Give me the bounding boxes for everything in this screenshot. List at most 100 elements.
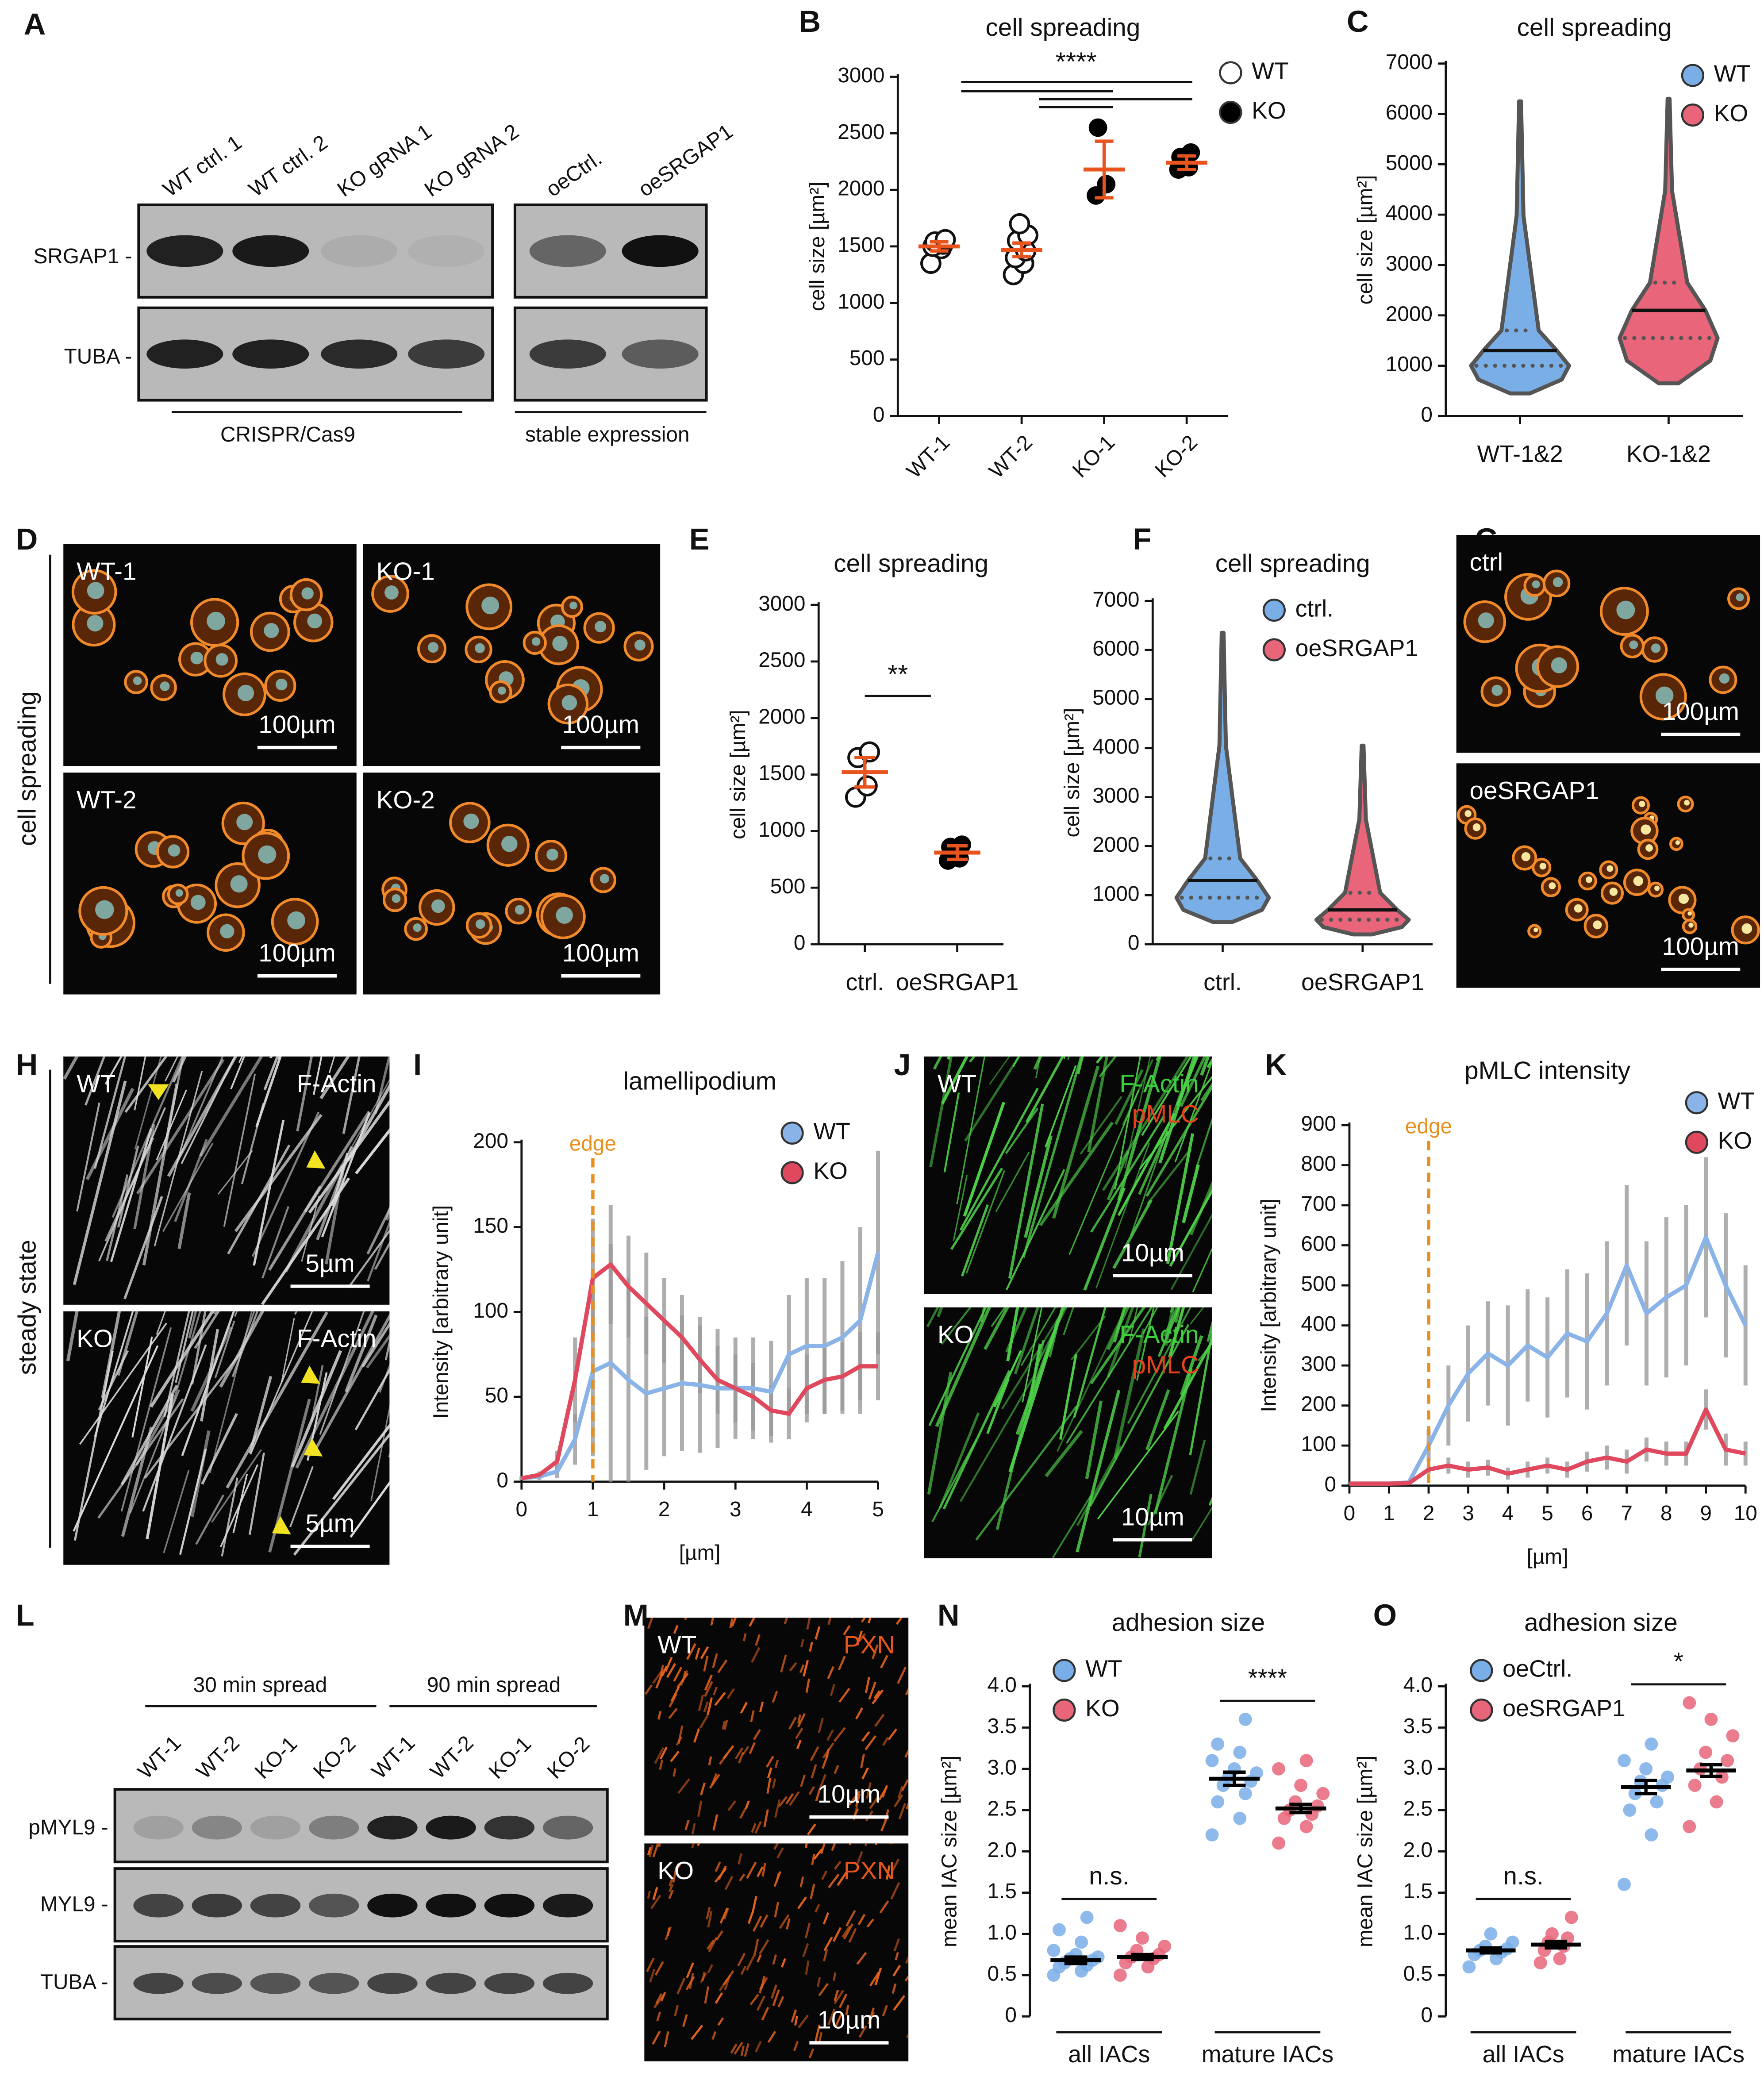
fiber xyxy=(771,1984,777,1999)
fiber xyxy=(66,1311,79,1361)
fiber xyxy=(1192,1247,1212,1293)
fiber xyxy=(865,1735,877,1750)
fiber xyxy=(869,1971,880,1987)
data-point xyxy=(1650,1795,1664,1809)
band xyxy=(484,1815,535,1840)
data-point xyxy=(1294,1779,1308,1792)
fiber xyxy=(711,1773,718,1786)
fiber xyxy=(1083,1187,1126,1291)
data-point xyxy=(1683,1696,1696,1710)
y-tick-label: 400 xyxy=(1301,1312,1336,1336)
y-tick-label: 100 xyxy=(473,1299,508,1322)
fiber xyxy=(750,1618,752,1619)
arrowhead xyxy=(272,1516,291,1534)
nucleus xyxy=(1645,844,1653,852)
band xyxy=(321,235,398,267)
fiber xyxy=(194,1311,220,1349)
data-point xyxy=(1047,1944,1061,1957)
x-tick-label: 0 xyxy=(1344,1502,1356,1525)
fiber xyxy=(1020,1307,1057,1366)
fiber xyxy=(823,1949,828,1961)
fiber xyxy=(722,1721,726,1730)
fiber xyxy=(1117,1056,1162,1201)
x-tick-label: 4 xyxy=(1502,1502,1514,1525)
data-point xyxy=(1710,1795,1723,1809)
nucleus xyxy=(1675,840,1680,845)
fiber xyxy=(804,1922,811,1939)
arrowhead xyxy=(306,1150,326,1169)
fiber xyxy=(162,1142,214,1232)
data-point xyxy=(1661,1770,1675,1784)
lane-label: WT ctrl. 1 xyxy=(159,131,246,201)
fiber xyxy=(809,1642,813,1652)
fiber xyxy=(313,1056,323,1095)
fiber xyxy=(849,1843,852,1845)
fiber xyxy=(664,2031,669,2048)
micrograph xyxy=(363,544,661,766)
fiber xyxy=(1207,1320,1212,1342)
fiber xyxy=(1080,1096,1122,1155)
fiber xyxy=(1114,1069,1144,1125)
data-point xyxy=(1506,1935,1519,1949)
scale-label: 100µm xyxy=(1662,933,1739,961)
y-tick-label: 4.0 xyxy=(988,1673,1017,1697)
fiber xyxy=(319,1056,350,1100)
band xyxy=(426,1972,476,1994)
fiber xyxy=(947,1056,951,1060)
y-tick-label: 3000 xyxy=(1386,252,1433,276)
data-point xyxy=(1683,1820,1696,1834)
fiber xyxy=(223,1073,256,1227)
fiber xyxy=(857,1914,866,1926)
group-label: 30 min spread xyxy=(193,1673,327,1697)
fiber xyxy=(226,1311,328,1489)
annotation: **** xyxy=(1056,46,1097,76)
legend-swatch xyxy=(780,1121,804,1145)
nucleus xyxy=(1533,927,1538,932)
fiber xyxy=(1200,1082,1212,1101)
fiber xyxy=(893,1938,900,1952)
band xyxy=(133,1815,184,1840)
nucleus xyxy=(501,835,518,852)
chart-title: cell spreading xyxy=(1517,14,1672,42)
fiber xyxy=(76,1102,100,1212)
y-tick-label: 1000 xyxy=(758,818,805,842)
image-label: WT-2 xyxy=(77,786,136,814)
band xyxy=(250,1815,301,1840)
lane-label: KO-2 xyxy=(309,1732,360,1784)
image-label: ctrl xyxy=(1470,549,1503,577)
fiber xyxy=(704,1674,713,1691)
fiber xyxy=(772,1954,777,1965)
fiber xyxy=(818,1718,824,1733)
fiber xyxy=(891,1858,900,1872)
stain-label: F-Actin xyxy=(1119,1070,1199,1098)
fiber xyxy=(704,1986,710,2004)
fiber xyxy=(98,1107,166,1261)
fiber xyxy=(749,1618,756,1627)
y-tick-label: 1500 xyxy=(758,761,805,785)
fiber xyxy=(1157,1307,1180,1357)
fiber xyxy=(1174,1059,1212,1162)
band xyxy=(321,339,398,369)
panel-letter: L xyxy=(16,1598,35,1632)
y-tick-label: 2000 xyxy=(838,177,884,200)
image-label: KO xyxy=(657,1857,694,1885)
fiber xyxy=(780,1654,787,1673)
fiber xyxy=(872,1689,884,1704)
fiber xyxy=(929,1056,953,1168)
legend-label: oeSRGAP1 xyxy=(1295,635,1418,661)
fiber xyxy=(1130,1091,1182,1237)
band xyxy=(309,1972,359,1994)
fiber xyxy=(888,1728,897,1741)
fiber xyxy=(668,1707,678,1719)
nucleus xyxy=(1654,885,1660,891)
fiber xyxy=(665,1657,673,1672)
fiber xyxy=(758,1984,764,1994)
scale-label: 100µm xyxy=(258,711,335,739)
legend-label: ctrl. xyxy=(1295,595,1334,622)
fiber xyxy=(654,1747,665,1764)
row-label: SRGAP1 - xyxy=(34,245,132,268)
panel-letter: I xyxy=(413,1048,422,1082)
data-point xyxy=(1553,1952,1567,1965)
fiber xyxy=(1138,1076,1212,1170)
fiber xyxy=(682,2014,688,2027)
